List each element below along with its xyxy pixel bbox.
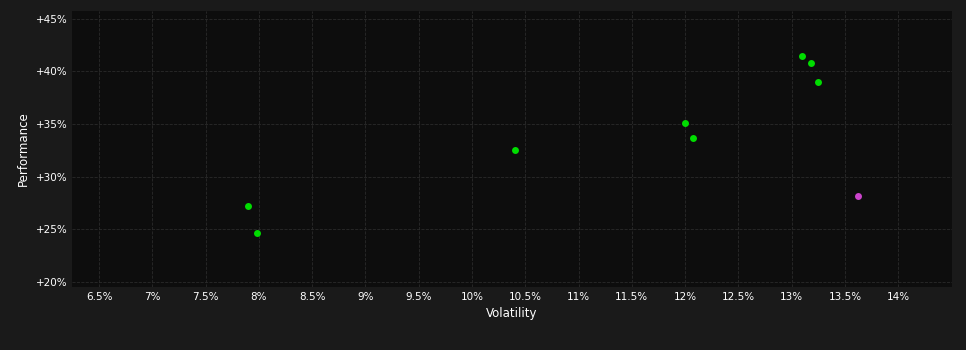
- Y-axis label: Performance: Performance: [17, 111, 30, 186]
- Point: [241, 203, 256, 209]
- X-axis label: Volatility: Volatility: [486, 307, 538, 320]
- Point: [249, 231, 265, 236]
- Point: [677, 120, 693, 126]
- Point: [803, 60, 818, 66]
- Point: [810, 79, 826, 85]
- Point: [507, 148, 523, 153]
- Point: [685, 135, 700, 140]
- Point: [795, 53, 810, 58]
- Point: [850, 193, 866, 198]
